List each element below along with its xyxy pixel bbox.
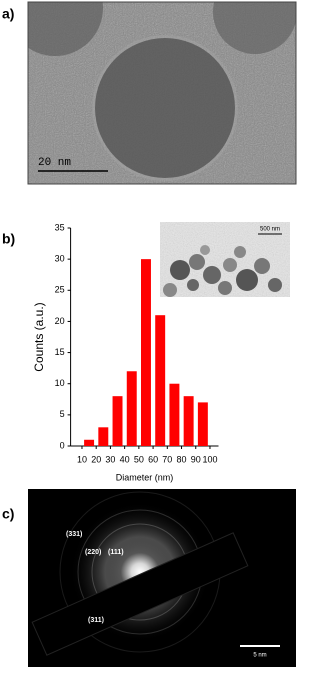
tem-image bbox=[28, 2, 296, 184]
panel-label: a) bbox=[2, 6, 14, 22]
reflection-label: (311) bbox=[88, 617, 104, 624]
reflection-label: (331) bbox=[66, 531, 82, 538]
y-tick-label: 35 bbox=[55, 222, 65, 232]
diffraction-image bbox=[28, 489, 296, 667]
image-frame bbox=[27, 1, 297, 185]
bar bbox=[112, 396, 123, 446]
y-axis-label: Counts (a.u.) bbox=[32, 302, 46, 371]
y-tick-label: 20 bbox=[55, 316, 65, 326]
inset-scale-label: 500 nm bbox=[260, 227, 280, 233]
reflection-label: (111) bbox=[108, 549, 124, 556]
panel-label: c) bbox=[2, 506, 14, 522]
bar bbox=[183, 396, 194, 446]
bar bbox=[169, 383, 180, 446]
chart: 0 5 10 15 20 25 30 35 10 20 30 40 50 60 70 80 90 100 Count… bbox=[32, 222, 219, 482]
x-tick-label: 70 bbox=[162, 454, 172, 464]
panel-label: b) bbox=[2, 231, 15, 247]
inset-image bbox=[160, 222, 290, 297]
scale-bar-label: 5 nm bbox=[253, 653, 266, 659]
y-tick-label: 15 bbox=[55, 347, 65, 357]
scale-bar-label: 20 nm bbox=[38, 157, 71, 169]
x-tick-label: 60 bbox=[148, 454, 158, 464]
x-tick-label: 30 bbox=[105, 454, 115, 464]
y-tick-label: 10 bbox=[55, 378, 65, 388]
bar bbox=[98, 427, 109, 446]
bar bbox=[84, 439, 95, 446]
x-tick-label: 10 bbox=[77, 454, 87, 464]
y-tick-label: 0 bbox=[60, 440, 65, 450]
y-tick-label: 25 bbox=[55, 285, 65, 295]
reflection-label: (220) bbox=[85, 549, 101, 556]
bar bbox=[126, 371, 137, 446]
x-axis-label: Diameter (nm) bbox=[116, 472, 174, 482]
x-tick-label: 100 bbox=[202, 454, 217, 464]
bar bbox=[140, 259, 151, 446]
x-tick-label: 20 bbox=[91, 454, 101, 464]
y-tick-label: 5 bbox=[60, 409, 65, 419]
x-tick-label: 90 bbox=[191, 454, 201, 464]
bar bbox=[155, 315, 166, 446]
y-tick-label: 30 bbox=[55, 254, 65, 264]
x-tick-label: 80 bbox=[177, 454, 187, 464]
x-tick-label: 50 bbox=[134, 454, 144, 464]
x-tick-label: 40 bbox=[120, 454, 130, 464]
figure: a) 20 nm b) 0 5 10 15 20 25 30 35 10 20 30 40 50 60 70… bbox=[2, 1, 297, 667]
bar bbox=[197, 402, 208, 446]
